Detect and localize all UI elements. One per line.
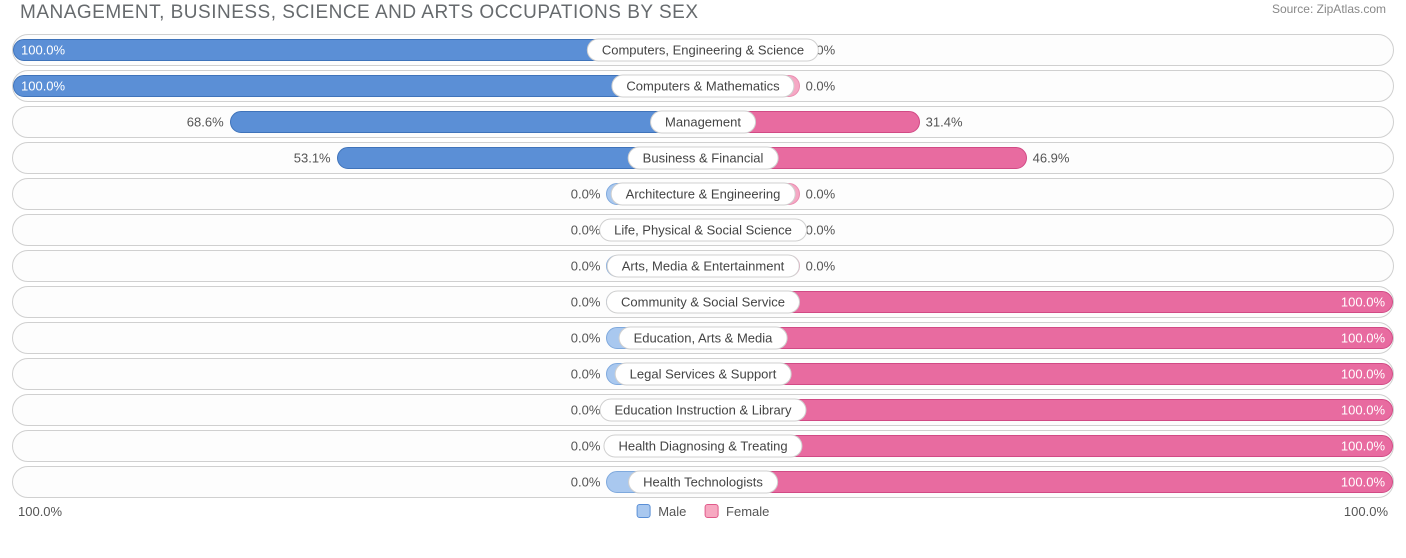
- female-value-label: 100.0%: [1341, 439, 1385, 454]
- chart-row: 0.0% 0.0%Life, Physical & Social Science: [12, 214, 1394, 246]
- female-value-label: 0.0%: [806, 187, 836, 202]
- category-label: Arts, Media & Entertainment: [607, 255, 800, 278]
- female-value-label: 100.0%: [1341, 331, 1385, 346]
- chart-row: 0.0% 100.0% Legal Services & Support: [12, 358, 1394, 390]
- male-value-label: 100.0%: [21, 43, 65, 58]
- female-bar: [703, 471, 1393, 493]
- diverging-bar-chart: 100.0% 0.0% Computers, Engineering & Scien…: [0, 28, 1406, 498]
- category-label: Architecture & Engineering: [611, 183, 796, 206]
- female-swatch-icon: [704, 504, 718, 518]
- category-label: Computers, Engineering & Science: [587, 39, 819, 62]
- category-label: Health Technologists: [628, 471, 778, 494]
- male-swatch-icon: [637, 504, 651, 518]
- category-label: Computers & Mathematics: [611, 75, 794, 98]
- female-bar: [703, 435, 1393, 457]
- legend: Male Female: [637, 504, 770, 519]
- x-axis: 100.0% Male Female 100.0%: [0, 502, 1406, 519]
- source-attribution: Source: ZipAtlas.com: [1272, 2, 1386, 16]
- chart-row: 0.0% 0.0% Arts, Media & Entertainment: [12, 250, 1394, 282]
- category-label: Management: [650, 111, 756, 134]
- axis-left-label: 100.0%: [18, 504, 62, 519]
- category-label: Education Instruction & Library: [599, 399, 806, 422]
- female-bar: [703, 399, 1393, 421]
- legend-male-label: Male: [658, 504, 686, 519]
- female-value-label: 100.0%: [1341, 403, 1385, 418]
- chart-row: 0.0% 100.0% Education Instruction & Librar…: [12, 394, 1394, 426]
- category-label: Community & Social Service: [606, 291, 800, 314]
- female-bar: [703, 363, 1393, 385]
- legend-male: Male: [637, 504, 687, 519]
- male-value-label: 0.0%: [571, 403, 601, 418]
- male-value-label: 53.1%: [294, 151, 331, 166]
- female-value-label: 0.0%: [806, 79, 836, 94]
- male-value-label: 0.0%: [571, 367, 601, 382]
- source-label: Source:: [1272, 2, 1313, 16]
- chart-row: 0.0% 0.0% Architecture & Engineering: [12, 178, 1394, 210]
- legend-female-label: Female: [726, 504, 769, 519]
- male-value-label: 0.0%: [571, 187, 601, 202]
- category-label: Life, Physical & Social Science: [599, 219, 807, 242]
- male-value-label: 0.0%: [571, 439, 601, 454]
- male-value-label: 68.6%: [187, 115, 224, 130]
- source-value: ZipAtlas.com: [1317, 2, 1386, 16]
- chart-row: 0.0% 100.0% Community & Social Service: [12, 286, 1394, 318]
- male-value-label: 0.0%: [571, 259, 601, 274]
- chart-row: 100.0%0.0%Computers, Engineering & Scien…: [12, 34, 1394, 66]
- male-bar: [230, 111, 703, 133]
- chart-title: MANAGEMENT, BUSINESS, SCIENCE AND ARTS O…: [20, 2, 699, 24]
- female-bar: [703, 291, 1393, 313]
- chart-row: 100.0% 0.0% Computers & Mathematics: [12, 70, 1394, 102]
- category-label: Education, Arts & Media: [619, 327, 788, 350]
- chart-row: 0.0% 100.0% Education, Arts & Media: [12, 322, 1394, 354]
- chart-row: 53.1% 46.9% Business & Financial: [12, 142, 1394, 174]
- chart-row: 0.0% 100.0% Health Diagnosing & Treating: [12, 430, 1394, 462]
- female-bar: [703, 327, 1393, 349]
- male-value-label: 0.0%: [571, 223, 601, 238]
- male-value-label: 0.0%: [571, 331, 601, 346]
- male-value-label: 100.0%: [21, 79, 65, 94]
- chart-row: 68.6% 31.4% Management: [12, 106, 1394, 138]
- female-value-label: 46.9%: [1033, 151, 1070, 166]
- category-label: Health Diagnosing & Treating: [603, 435, 802, 458]
- female-value-label: 31.4%: [926, 115, 963, 130]
- female-value-label: 0.0%: [806, 259, 836, 274]
- category-label: Legal Services & Support: [615, 363, 792, 386]
- female-value-label: 100.0%: [1341, 367, 1385, 382]
- female-value-label: 100.0%: [1341, 295, 1385, 310]
- female-value-label: 0.0%: [806, 223, 836, 238]
- chart-header: MANAGEMENT, BUSINESS, SCIENCE AND ARTS O…: [0, 0, 1406, 28]
- category-label: Business & Financial: [628, 147, 779, 170]
- male-value-label: 0.0%: [571, 475, 601, 490]
- axis-right-label: 100.0%: [1344, 504, 1388, 519]
- chart-row: 0.0% 100.0% Health Technologists: [12, 466, 1394, 498]
- female-value-label: 100.0%: [1341, 475, 1385, 490]
- male-value-label: 0.0%: [571, 295, 601, 310]
- legend-female: Female: [704, 504, 769, 519]
- male-bar: [13, 75, 703, 97]
